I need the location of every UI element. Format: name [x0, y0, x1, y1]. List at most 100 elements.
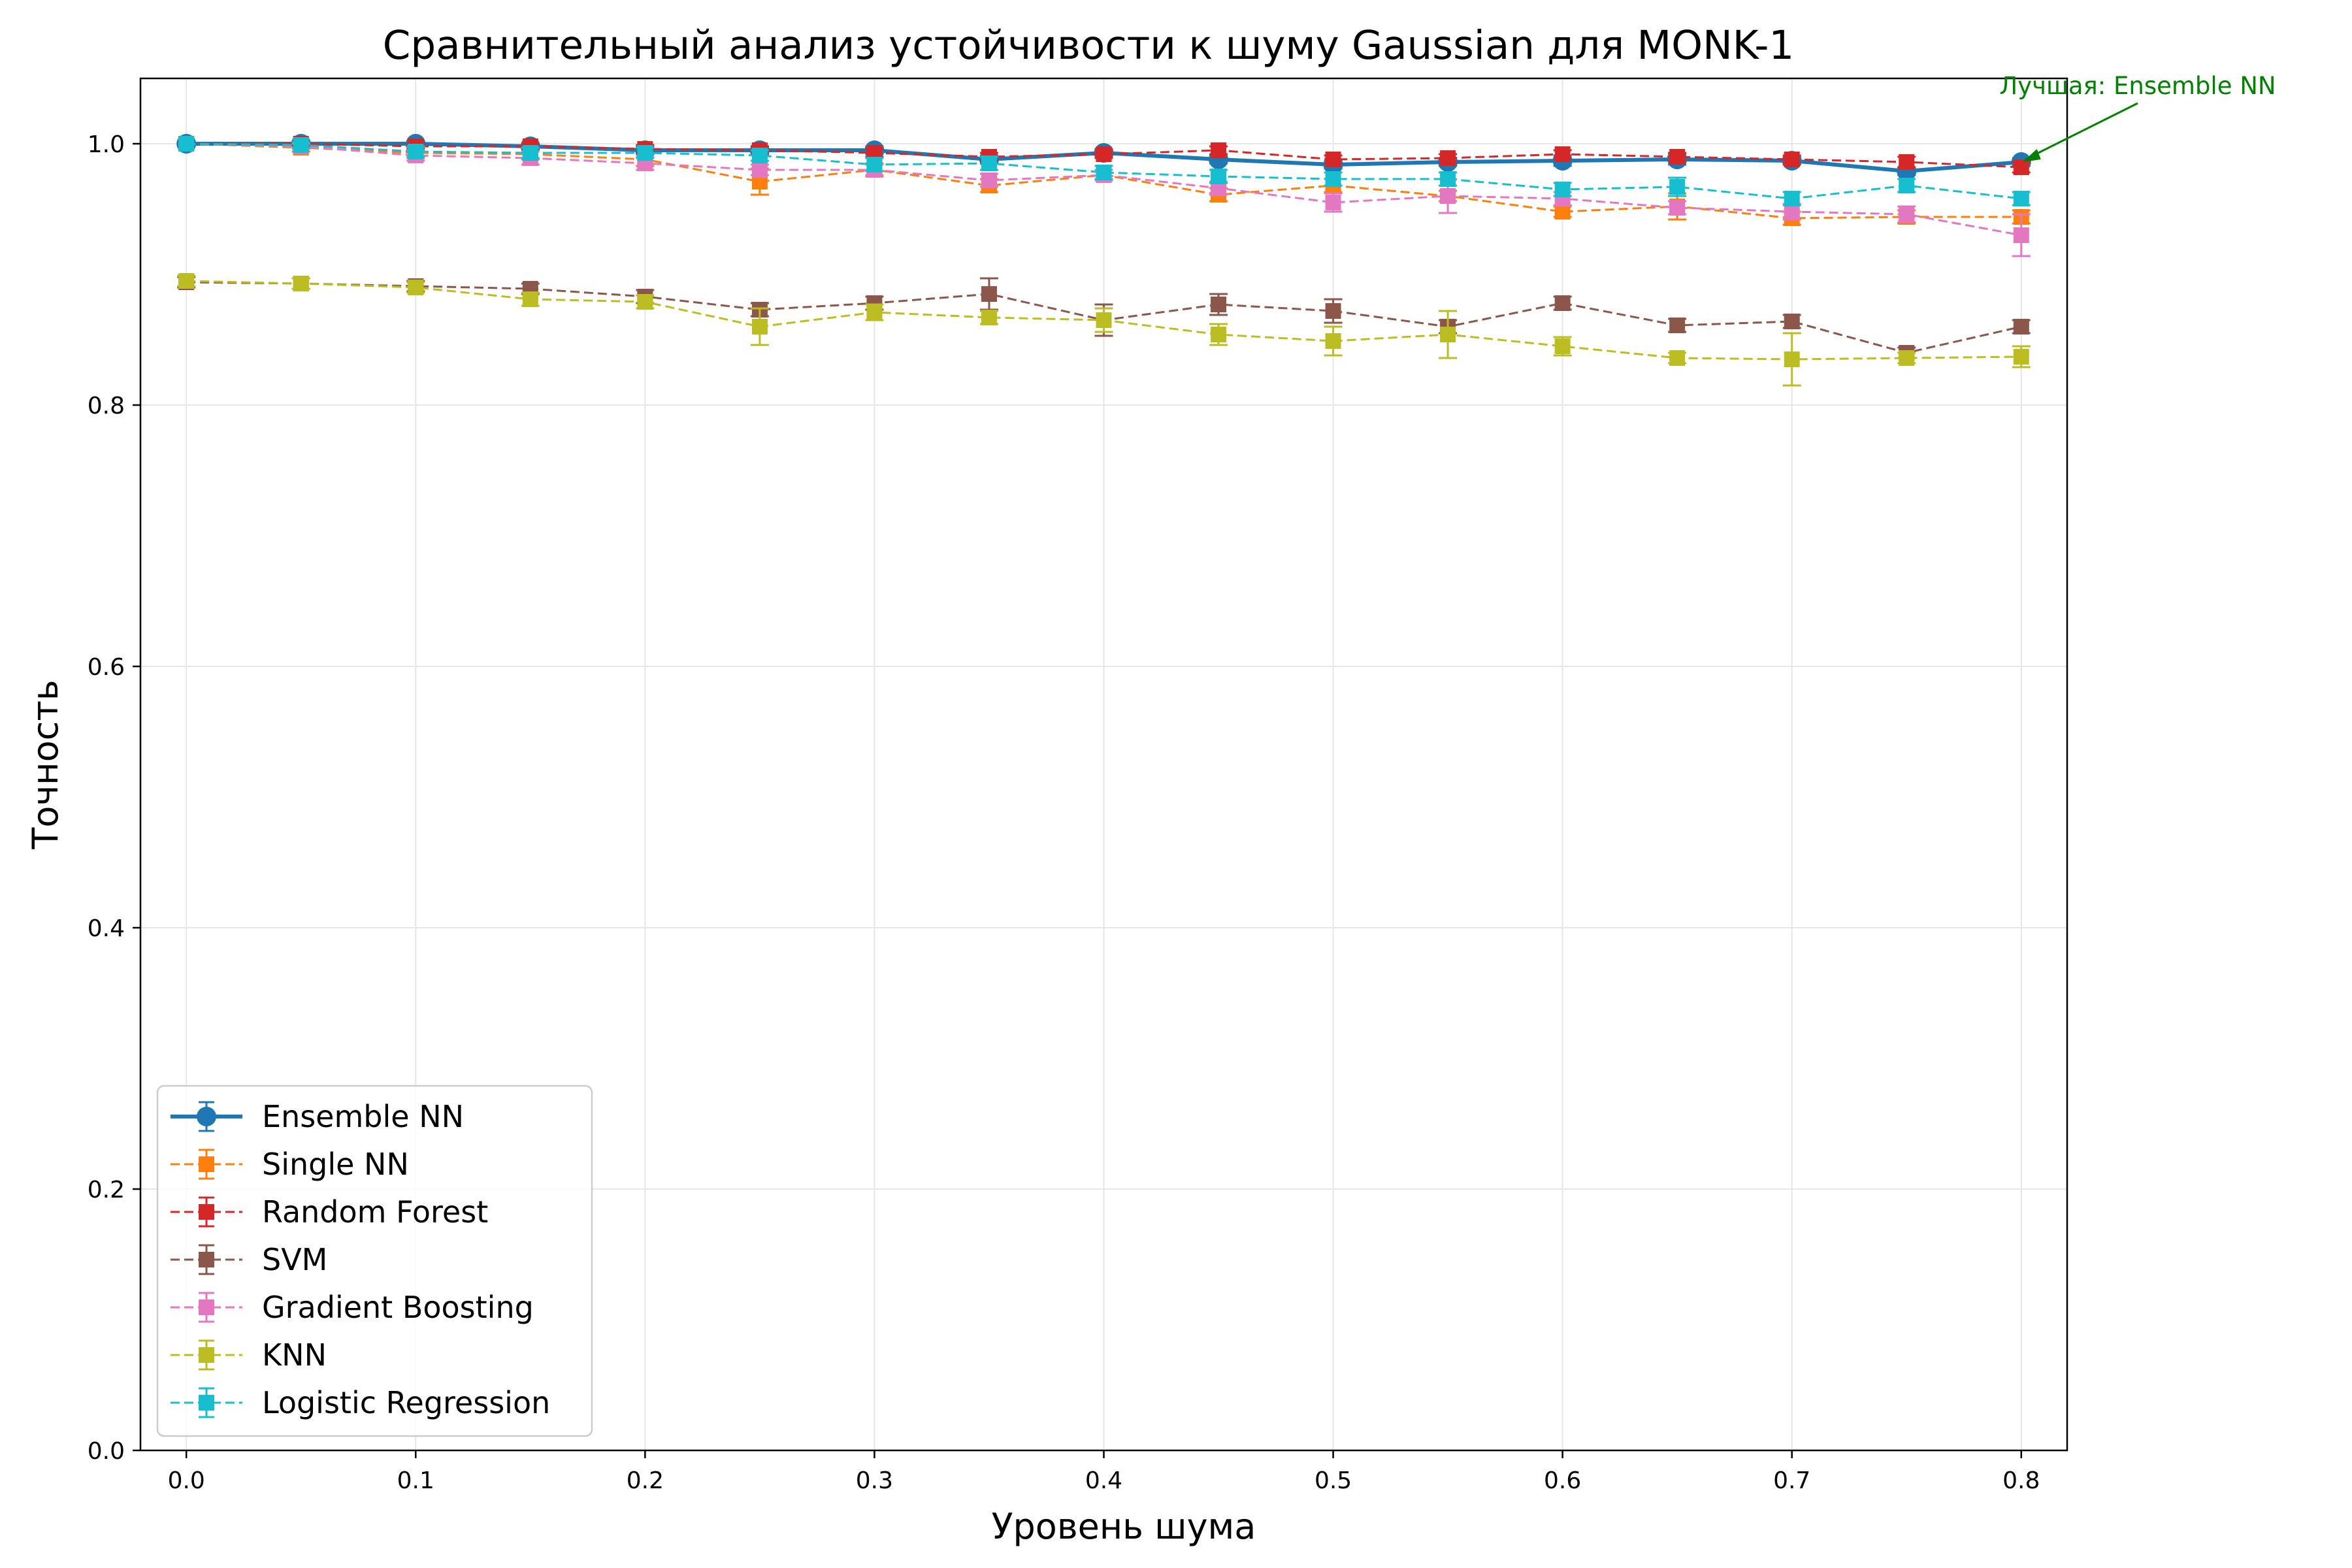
y-tick-label: 0.2	[88, 1177, 125, 1203]
data-point	[178, 273, 195, 289]
data-point	[2013, 159, 2029, 175]
legend-label: SVM	[262, 1242, 327, 1277]
legend-label: Random Forest	[262, 1194, 488, 1230]
legend-marker	[199, 1204, 214, 1220]
data-point	[1096, 312, 1112, 328]
x-tick-label: 0.0	[168, 1467, 205, 1494]
data-point	[1211, 142, 1227, 158]
data-point	[751, 162, 768, 178]
series-line	[186, 142, 2021, 169]
data-point	[1096, 165, 1112, 180]
legend-label: KNN	[262, 1337, 327, 1373]
data-point	[1554, 182, 1571, 197]
data-point	[293, 137, 309, 153]
data-point	[1440, 327, 1456, 342]
legend: Ensemble NN Single NN Random Forest SVM Grad…	[156, 1085, 593, 1437]
data-point	[408, 144, 424, 159]
x-tick-label: 0.7	[1773, 1467, 1810, 1494]
data-point	[981, 310, 997, 325]
data-point	[1440, 171, 1456, 187]
data-point	[522, 291, 538, 307]
y-tick-label: 0.4	[88, 915, 125, 942]
data-point	[981, 155, 997, 171]
ticks: 0.0 0.1 0.2 0.3 0.4 0.5 0.6 0.7 0.8 0.0 0.2 0.4 0.6 0…	[88, 131, 2040, 1494]
data-point	[522, 145, 538, 161]
chart-title: Сравнительный анализ устойчивости к шуму…	[383, 22, 1794, 69]
data-point	[1784, 191, 1800, 206]
legend-label: Logistic Regression	[262, 1385, 550, 1420]
data-point	[1669, 318, 1686, 333]
x-tick-label: 0.6	[1544, 1467, 1581, 1494]
data-point	[408, 280, 424, 295]
data-point	[1211, 327, 1227, 342]
legend-item: SVM	[171, 1242, 327, 1277]
data-point	[866, 304, 883, 320]
data-point	[1211, 169, 1227, 184]
data-point	[1899, 206, 1915, 222]
series-line	[186, 142, 2021, 200]
data-point	[637, 145, 653, 161]
legend-item: Random Forest	[171, 1194, 488, 1230]
data-point	[1669, 179, 1686, 195]
data-point	[1669, 149, 1686, 165]
legend-marker	[197, 1107, 216, 1126]
legend-marker	[199, 1252, 214, 1267]
legend-item: Single NN	[171, 1147, 409, 1182]
legend-marker	[199, 1156, 214, 1172]
data-point	[2013, 227, 2029, 243]
data-point	[1325, 171, 1341, 187]
data-point	[1325, 303, 1341, 319]
y-tick-label: 0.8	[88, 393, 125, 419]
legend-label: Single NN	[262, 1147, 409, 1182]
series-logistic-regression	[178, 136, 2031, 206]
annotation-text: Лучшая: Ensemble NN	[1999, 72, 2276, 100]
data-point	[1440, 188, 1456, 204]
data-point	[2013, 319, 2029, 335]
y-tick-label: 0.6	[88, 654, 125, 681]
legend-item: Logistic Regression	[171, 1385, 550, 1420]
data-point	[866, 157, 883, 172]
x-axis-label: Уровень шума	[992, 1506, 1256, 1547]
data-point	[178, 136, 195, 152]
data-point	[1899, 350, 1915, 366]
data-point	[1211, 297, 1227, 312]
data-point	[637, 294, 653, 310]
data-point	[1325, 152, 1341, 167]
y-tick-label: 1.0	[88, 131, 125, 158]
annotation: Лучшая: Ensemble NN	[1999, 72, 2276, 162]
y-axis-label: Точность	[25, 679, 66, 849]
data-point	[981, 286, 997, 302]
legend-label: Ensemble NN	[262, 1099, 464, 1134]
data-point	[1899, 154, 1915, 170]
annotation-arrow-line	[2025, 102, 2138, 161]
series-line	[186, 142, 2022, 237]
data-point	[1325, 195, 1341, 210]
legend-box	[156, 1085, 593, 1437]
data-point	[2013, 191, 2029, 206]
data-point	[751, 148, 768, 163]
x-tick-label: 0.4	[1085, 1467, 1122, 1494]
data-point	[1784, 314, 1800, 329]
data-point	[293, 276, 309, 291]
x-tick-label: 0.5	[1315, 1467, 1352, 1494]
data-point	[751, 319, 768, 335]
data-point	[1325, 333, 1341, 349]
x-tick-label: 0.3	[856, 1467, 893, 1494]
x-tick-label: 0.2	[627, 1467, 664, 1494]
legend-item: KNN	[171, 1337, 327, 1373]
x-tick-label: 0.8	[2002, 1467, 2040, 1494]
data-point	[1784, 351, 1800, 367]
x-tick-label: 0.1	[397, 1467, 434, 1494]
data-point	[1554, 295, 1571, 311]
data-point	[981, 172, 997, 188]
legend-marker	[199, 1299, 214, 1315]
data-point	[1440, 150, 1456, 166]
data-point	[1096, 146, 1112, 162]
data-point	[2013, 349, 2029, 365]
legend-label: Gradient Boosting	[262, 1290, 534, 1325]
series-layer	[176, 134, 2031, 387]
legend-item: Gradient Boosting	[171, 1290, 534, 1325]
data-point	[1554, 338, 1571, 354]
data-point	[1554, 146, 1571, 162]
